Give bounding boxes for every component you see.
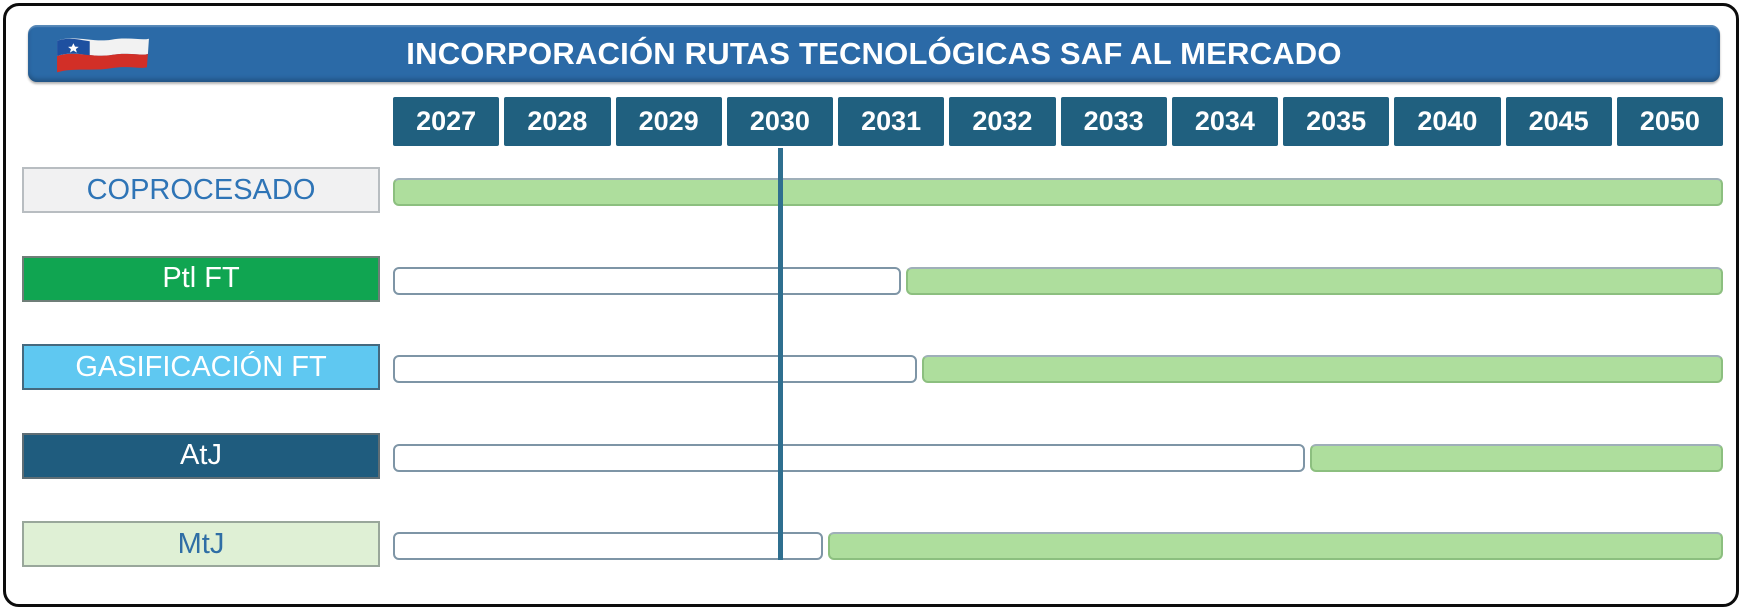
year-header-2032: 2032 (949, 97, 1056, 146)
route-label-gasificaci-n-ft: GASIFICACIÓN FT (22, 344, 380, 390)
bar-ptl-ft-pending (393, 266, 901, 295)
bar-gasificaci-n-ft-pending (393, 355, 918, 383)
page-title: INCORPORACIÓN RUTAS TECNOLÓGICAS SAF AL … (406, 35, 1342, 71)
milestone-line-2030 (778, 148, 784, 560)
bar-mtj-in_market (828, 532, 1723, 560)
outer-border (3, 3, 1739, 607)
route-label-atj: AtJ (22, 432, 380, 479)
year-header-2034: 2034 (1171, 97, 1278, 146)
chile-flag-icon (57, 38, 149, 73)
bar-ptl-ft-in_market (905, 266, 1723, 295)
year-header-2029: 2029 (615, 97, 722, 146)
bar-mtj-pending (393, 532, 824, 560)
year-header-2033: 2033 (1060, 97, 1167, 146)
bar-atj-pending (393, 443, 1306, 472)
year-header-2050: 2050 (1616, 97, 1723, 146)
year-header-2028: 2028 (504, 97, 611, 146)
title-banner: INCORPORACIÓN RUTAS TECNOLÓGICAS SAF AL … (28, 25, 1720, 82)
route-label-mtj: MtJ (22, 521, 380, 567)
route-label-ptl-ft: Ptl FT (22, 255, 380, 302)
year-header-2035: 2035 (1283, 97, 1390, 146)
route-label-coprocesado: COPROCESADO (22, 167, 380, 213)
timeline-year-header: 2027 2028 2029 2030 2031 2032 2033 2034 2035 2040… (393, 97, 1723, 146)
year-header-2030: 2030 (726, 97, 833, 146)
bar-atj-in_market (1310, 443, 1723, 472)
year-header-2027: 2027 (393, 97, 500, 146)
year-header-2031: 2031 (838, 97, 945, 146)
year-header-2045: 2045 (1505, 97, 1612, 146)
year-header-2040: 2040 (1394, 97, 1501, 146)
bar-gasificaci-n-ft-in_market (922, 355, 1723, 383)
bar-coprocesado-in_market (393, 178, 1723, 206)
